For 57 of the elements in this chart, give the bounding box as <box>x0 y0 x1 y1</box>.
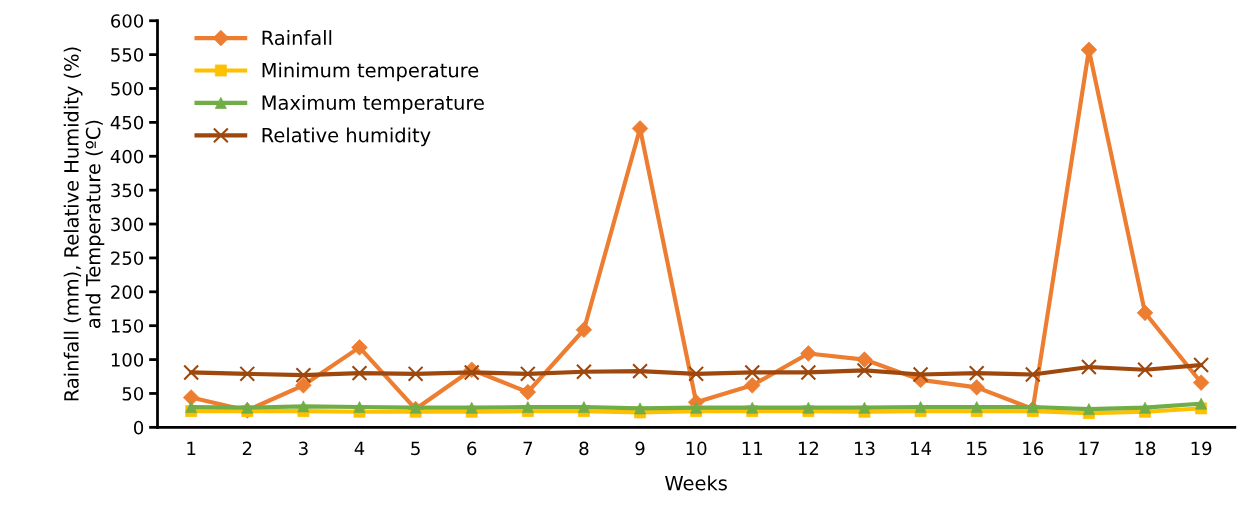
point <box>575 363 592 380</box>
x-tick-label: 6 <box>467 441 477 456</box>
x-tick-label: 8 <box>579 441 589 456</box>
y-tick-label: 0 <box>134 420 144 435</box>
point <box>519 365 536 382</box>
point <box>968 365 985 382</box>
y-tick-label: 450 <box>110 115 144 130</box>
point <box>1137 361 1154 378</box>
point <box>351 365 368 382</box>
y-tick-label: 400 <box>110 149 144 164</box>
x-tick-label: 1 <box>187 441 196 455</box>
point <box>407 365 424 382</box>
x-tick-label: 10 <box>686 441 707 456</box>
y-tick-label: 50 <box>122 386 144 401</box>
point <box>856 362 873 379</box>
legend-label: Minimum temperature <box>262 62 479 82</box>
point <box>295 367 312 384</box>
legend-label: Maximum temperature <box>262 94 484 114</box>
x-tick-label: 19 <box>1191 441 1212 456</box>
y-tick-label: 550 <box>111 48 144 62</box>
x-tick-label: 2 <box>242 441 252 455</box>
point <box>632 363 649 380</box>
legend-label: Rainfall <box>262 30 332 46</box>
x-tick-label: 14 <box>911 441 932 455</box>
x-axis-title: Weeks <box>665 475 727 491</box>
point <box>353 401 366 413</box>
x-tick-label: 4 <box>354 441 365 455</box>
y-tick-label: 250 <box>111 251 144 266</box>
x-tick-label: 9 <box>635 441 645 456</box>
point <box>688 365 705 382</box>
x-tick-label: 15 <box>967 441 987 456</box>
x-tick-label: 11 <box>742 441 763 455</box>
x-tick-label: 13 <box>854 441 875 456</box>
point <box>183 364 200 381</box>
x-tick-label: 16 <box>1023 441 1044 456</box>
x-tick-label: 7 <box>523 441 533 455</box>
point <box>744 364 761 381</box>
y-axis-title: Rainfall (mm), Relative Humidity (%) and Temperature (ºC) <box>63 47 105 401</box>
y-tick-label: 300 <box>111 217 144 232</box>
point <box>912 366 929 383</box>
x-tick-label: 18 <box>1135 441 1156 456</box>
legend-label: Relative humidity <box>262 127 431 147</box>
point <box>1080 359 1097 376</box>
x-tick-label: 12 <box>798 441 819 455</box>
point <box>1193 357 1210 373</box>
point <box>1024 366 1041 383</box>
y-tick-label: 100 <box>111 353 144 367</box>
y-tick-label: 200 <box>111 285 144 299</box>
y-tick-label: 350 <box>111 183 144 198</box>
point <box>800 364 817 381</box>
y-tick-label: 600 <box>111 14 144 28</box>
x-tick-label: 5 <box>411 441 420 456</box>
point <box>239 365 256 382</box>
x-tick-label: 17 <box>1079 441 1099 455</box>
y-tick-label: 150 <box>111 319 144 333</box>
x-tick-label: 3 <box>299 441 308 456</box>
y-tick-label: 500 <box>111 81 144 96</box>
